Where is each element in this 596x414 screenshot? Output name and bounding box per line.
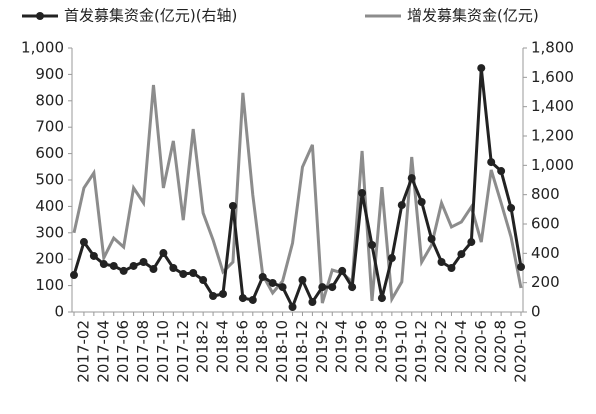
point bbox=[228, 201, 237, 210]
point bbox=[308, 298, 317, 307]
x-tick-label: 2020-4 bbox=[452, 320, 470, 373]
point bbox=[79, 238, 88, 247]
x-tick-label: 2018-2 bbox=[194, 320, 212, 373]
point bbox=[139, 257, 148, 266]
tick-label: 1,600 bbox=[531, 68, 574, 86]
tick-label: 400 bbox=[35, 197, 64, 215]
point bbox=[89, 251, 98, 260]
point bbox=[387, 254, 396, 263]
tick-label: 100 bbox=[35, 276, 64, 294]
point bbox=[318, 283, 327, 292]
x-tick-label: 2020-2 bbox=[432, 320, 450, 373]
point bbox=[278, 283, 287, 292]
point bbox=[179, 270, 188, 279]
point bbox=[517, 262, 525, 271]
x-tick-label: 2019-12 bbox=[412, 320, 430, 383]
point bbox=[99, 260, 108, 269]
tick-label: 200 bbox=[35, 250, 64, 268]
tick-label: 0 bbox=[531, 303, 541, 321]
point bbox=[119, 266, 128, 275]
point bbox=[169, 264, 178, 272]
x-tick-label: 2017-08 bbox=[134, 320, 152, 383]
point bbox=[189, 268, 198, 277]
x-tick-label: 2018-10 bbox=[273, 320, 291, 383]
point bbox=[427, 234, 436, 243]
point bbox=[199, 276, 208, 285]
point bbox=[219, 289, 227, 298]
x-tick-label: 2020-10 bbox=[512, 320, 530, 383]
tick-label: 200 bbox=[531, 273, 560, 291]
tick-label: 1,800 bbox=[531, 39, 574, 57]
x-tick-label: 2019-8 bbox=[372, 320, 390, 373]
point bbox=[159, 249, 168, 258]
x-tick-label: 2018-12 bbox=[293, 320, 311, 383]
tick-label: 1,200 bbox=[531, 127, 574, 145]
point bbox=[368, 240, 376, 249]
legend-marker bbox=[36, 12, 44, 20]
point bbox=[258, 272, 267, 281]
x-tick-label: 2017-06 bbox=[114, 320, 132, 383]
point bbox=[238, 294, 247, 303]
point bbox=[348, 283, 357, 292]
point bbox=[447, 264, 456, 272]
point bbox=[70, 271, 78, 280]
x-tick-label: 2017-02 bbox=[74, 320, 92, 383]
point bbox=[209, 292, 218, 301]
point bbox=[377, 294, 386, 303]
tick-label: 1,400 bbox=[531, 97, 574, 115]
tick-label: 800 bbox=[531, 185, 560, 203]
x-tick-label: 2017-04 bbox=[94, 320, 112, 383]
tick-label: 500 bbox=[35, 171, 64, 189]
x-tick-label: 2019-10 bbox=[392, 320, 410, 383]
tick-label: 700 bbox=[35, 118, 64, 136]
x-tick-label: 2018-6 bbox=[233, 320, 251, 373]
point bbox=[437, 257, 446, 266]
tick-label: 300 bbox=[35, 223, 64, 241]
x-tick-label: 2017-10 bbox=[154, 320, 172, 383]
x-tick-label: 2018-8 bbox=[253, 320, 271, 373]
point bbox=[149, 265, 158, 274]
point bbox=[328, 283, 337, 292]
tick-label: 400 bbox=[531, 244, 560, 262]
legend-label: 增发募集资金(亿元) bbox=[407, 7, 539, 25]
x-tick-label: 2020-6 bbox=[472, 320, 490, 373]
point bbox=[129, 261, 138, 270]
x-tick-label: 2019-2 bbox=[313, 320, 331, 373]
point bbox=[477, 64, 486, 73]
point bbox=[248, 295, 257, 304]
point bbox=[467, 238, 476, 247]
point bbox=[507, 204, 516, 213]
x-tick-label: 2019-6 bbox=[353, 320, 371, 373]
x-tick-label: 2020-8 bbox=[492, 320, 510, 373]
tick-label: 1,000 bbox=[531, 156, 574, 174]
x-tick-label: 2018-4 bbox=[214, 320, 232, 373]
tick-label: 800 bbox=[35, 91, 64, 109]
point bbox=[407, 174, 416, 183]
tick-label: 0 bbox=[54, 303, 64, 321]
point bbox=[358, 189, 367, 198]
series-line bbox=[72, 84, 523, 304]
point bbox=[298, 276, 307, 285]
point bbox=[497, 167, 506, 176]
point bbox=[288, 303, 297, 312]
x-tick-label: 2017-12 bbox=[174, 320, 192, 383]
tick-label: 1,000 bbox=[21, 39, 64, 57]
point bbox=[397, 201, 406, 210]
point bbox=[487, 158, 496, 167]
point bbox=[338, 266, 347, 275]
point bbox=[457, 250, 466, 259]
series-line bbox=[72, 67, 523, 311]
point bbox=[417, 198, 426, 206]
tick-label: 900 bbox=[35, 65, 64, 83]
tick-label: 600 bbox=[531, 215, 560, 233]
point bbox=[109, 261, 118, 270]
tick-label: 600 bbox=[35, 144, 64, 162]
x-tick-label: 2019-4 bbox=[333, 320, 351, 373]
legend-label: 首发募集资金(亿元)(右轴) bbox=[64, 7, 237, 25]
point bbox=[268, 278, 277, 287]
